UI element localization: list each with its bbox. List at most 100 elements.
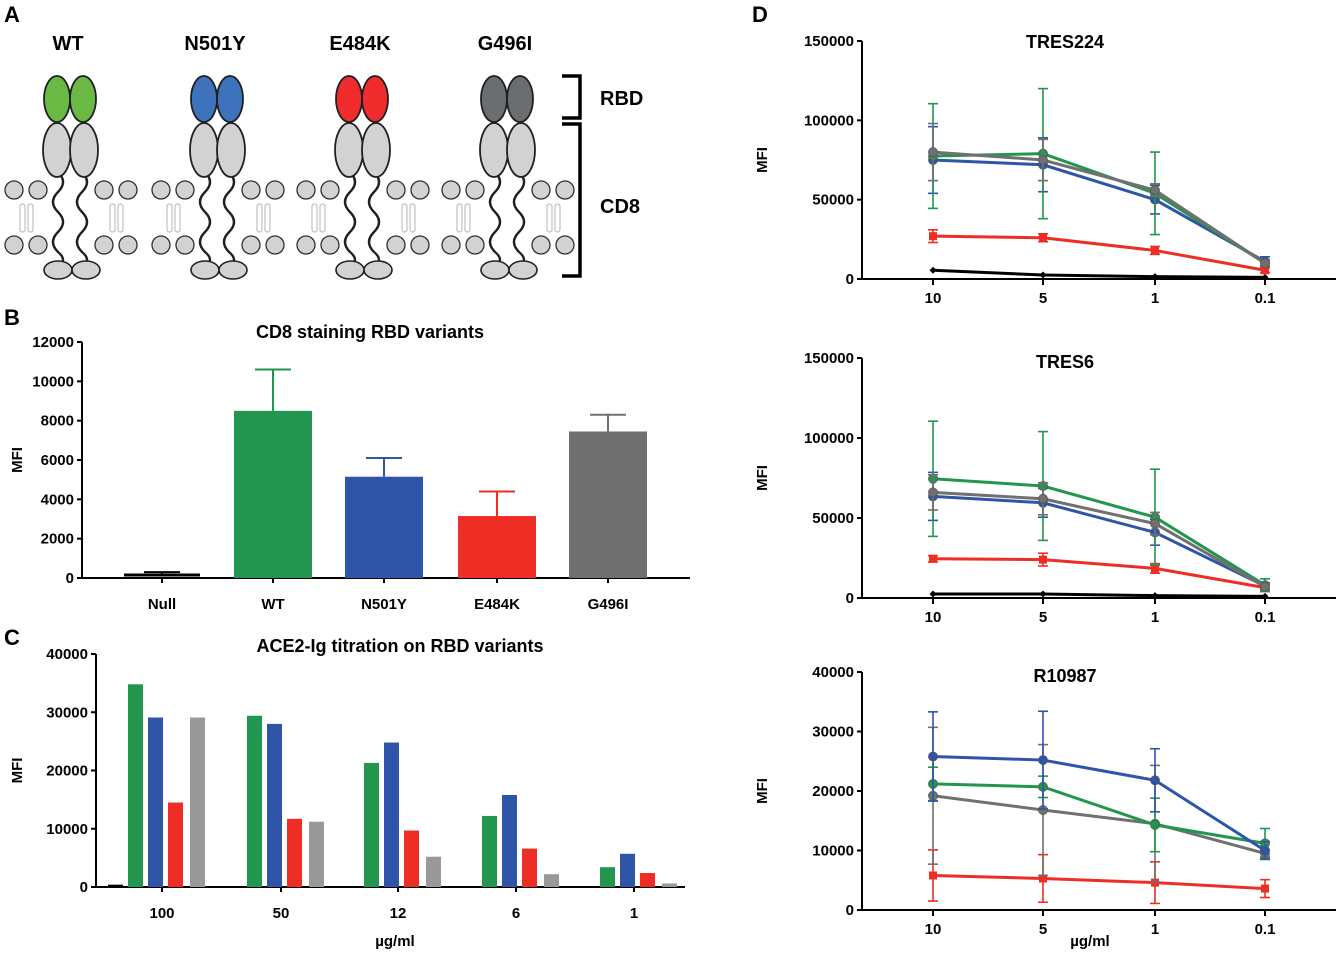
rbd-bracket-label: RBD (600, 88, 643, 110)
data-point (1261, 273, 1269, 281)
series-line (932, 794, 1266, 855)
variant-label: WT (52, 33, 83, 55)
y-tick-label: 0 (80, 879, 88, 896)
lipid-head (151, 180, 171, 200)
construct-n501y: N501Y (151, 33, 285, 280)
data-point (929, 590, 937, 598)
data-point (929, 871, 937, 880)
x-tick-label: E484K (474, 596, 520, 613)
series-wt (928, 766, 1270, 860)
y-axis-label: MFI (754, 465, 771, 491)
chart-c-xlabel: µg/ml (375, 933, 414, 950)
bar-g496i (662, 883, 677, 887)
lipid-head (175, 180, 195, 200)
data-point (1151, 564, 1159, 573)
lipid-head (410, 180, 430, 200)
lipid-tail (19, 203, 26, 233)
lipid-head (175, 235, 195, 255)
lipid-head (4, 180, 24, 200)
chart-d2-title: TRES6 (1036, 352, 1094, 372)
data-point (1038, 755, 1048, 765)
bar-wt (482, 815, 497, 887)
series-line (932, 234, 1266, 272)
lipid-tail (554, 203, 561, 233)
x-tick-label: 5 (1039, 290, 1047, 307)
series-e484k (928, 229, 1270, 275)
cd8-domain (216, 122, 246, 178)
series-null (929, 266, 1269, 281)
data-point (1150, 775, 1160, 786)
data-point (1039, 874, 1047, 883)
bar-n501y (345, 476, 423, 578)
chart-b-title: CD8 staining RBD variants (256, 322, 484, 342)
lipid-tail (117, 203, 124, 233)
rbd-domain (69, 75, 97, 123)
y-tick-label: 10000 (812, 843, 854, 860)
y-tick-label: 8000 (41, 413, 74, 430)
lipid-tail (174, 203, 181, 233)
series-line (932, 873, 1266, 891)
x-tick-label: 1 (1151, 609, 1159, 626)
rbd-domain (506, 75, 534, 123)
series-line (932, 268, 1266, 279)
cd8-domain (479, 122, 509, 178)
lipid-tail (401, 203, 408, 233)
lipid-head (4, 235, 24, 255)
series-n501y (928, 471, 1270, 591)
chart-d3: 0 10000 20000 30000 40000 MFI R10987 10 5 1 0.1 µg/… (754, 664, 1336, 950)
data-point (1261, 884, 1269, 893)
data-point (929, 266, 937, 274)
lipid-tail (166, 203, 173, 233)
construct-e484k: E484K (296, 33, 430, 280)
cytoplasmic-domain (363, 260, 393, 280)
lipid-head (296, 180, 316, 200)
bar-wt (364, 762, 379, 887)
lipid-tail (27, 203, 34, 233)
x-tick-label: 6 (512, 905, 520, 922)
cd8-bracket (562, 122, 582, 278)
bar-e484k (522, 848, 537, 887)
rbd-domain (335, 75, 363, 123)
data-point (928, 487, 938, 498)
chart-d3-title: R10987 (1033, 666, 1096, 686)
rbd-domain (216, 75, 244, 123)
y-tick-label: 0 (846, 271, 854, 288)
y-tick-label: 100000 (804, 112, 854, 129)
series-line (932, 477, 1266, 587)
y-axis-label: MFI (9, 447, 26, 473)
bar-e484k (640, 873, 655, 887)
lipid-head (118, 235, 138, 255)
cd8-bracket-label: CD8 (600, 196, 640, 218)
x-tick-label: Null (148, 596, 176, 613)
construct-wt: WT (4, 33, 138, 280)
lipid-head (265, 235, 285, 255)
series-line (932, 152, 1266, 265)
chart-d1-title: TRES224 (1026, 32, 1104, 52)
bar-g496i (309, 821, 324, 887)
series-line (932, 158, 1266, 263)
cd8-domain (506, 122, 536, 178)
bar-n501y (384, 742, 399, 887)
lipid-head (320, 180, 340, 200)
y-tick-label: 12000 (32, 334, 74, 351)
data-point (928, 751, 938, 762)
data-point (1038, 155, 1048, 165)
cytoplasmic-domain (43, 260, 73, 280)
variant-label: G496I (478, 33, 532, 55)
series-n501y (928, 710, 1270, 861)
variant-label: N501Y (184, 33, 246, 55)
series-line (932, 782, 1266, 845)
stalk (222, 171, 236, 269)
data-point (929, 232, 937, 241)
series-null (929, 590, 1269, 600)
chart-d1: 0 50000 100000 150000 MFI TRES224 10 5 1 0.1 (754, 32, 1336, 307)
chart-c-title: ACE2-Ig titration on RBD variants (256, 636, 543, 656)
lipid-head (28, 180, 48, 200)
x-tick-label: 0.1 (1255, 290, 1276, 307)
x-tick-label: N501Y (361, 596, 407, 613)
lipid-head (241, 180, 261, 200)
data-point (1260, 258, 1270, 269)
lipid-tail (409, 203, 416, 233)
lipid-head (28, 235, 48, 255)
series-line (933, 592, 1266, 598)
